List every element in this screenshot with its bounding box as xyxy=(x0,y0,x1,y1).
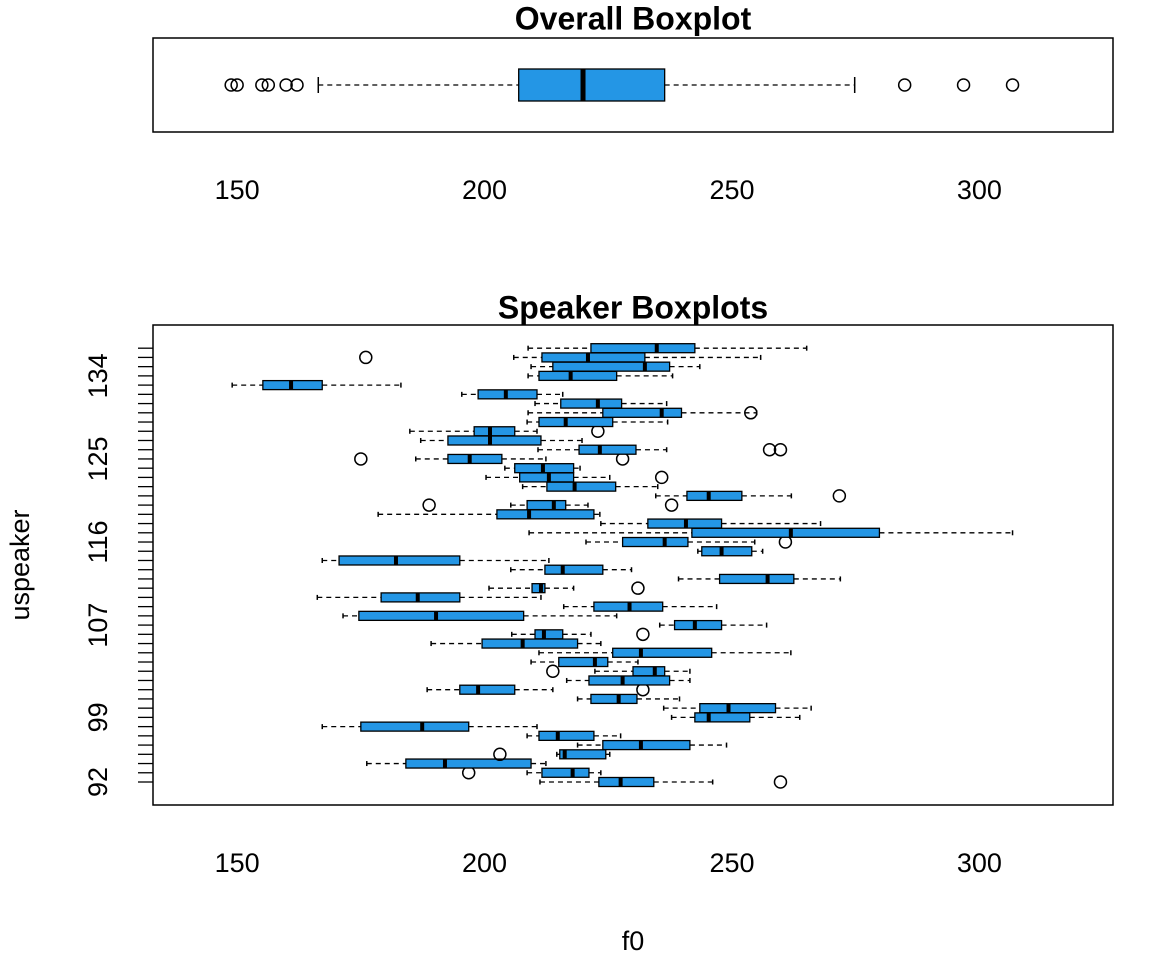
box xyxy=(541,352,646,363)
outlier xyxy=(290,78,304,92)
outlier xyxy=(354,452,368,466)
chart-title: Overall Boxplot xyxy=(515,0,752,36)
panel-frame xyxy=(152,37,1114,133)
box xyxy=(699,703,777,714)
outlier xyxy=(832,489,847,503)
y-axis-label: uspeaker xyxy=(5,509,35,620)
box xyxy=(718,573,795,585)
outlier xyxy=(224,78,238,92)
box xyxy=(519,472,575,483)
box xyxy=(621,536,689,548)
box xyxy=(360,721,470,732)
box xyxy=(538,730,595,741)
box xyxy=(538,416,614,428)
box xyxy=(694,712,751,723)
box xyxy=(632,666,666,677)
box xyxy=(602,739,691,751)
box xyxy=(686,490,743,502)
box xyxy=(496,509,595,520)
outlier xyxy=(773,775,788,789)
outlier xyxy=(744,406,758,420)
box xyxy=(588,675,671,686)
x-tick-label: 200 xyxy=(462,175,507,205)
x-axis-label: f0 xyxy=(622,926,645,956)
box xyxy=(358,610,525,622)
box xyxy=(531,583,546,594)
box xyxy=(701,546,753,557)
outlier xyxy=(956,78,971,92)
x-tick-label: 150 xyxy=(215,848,260,878)
outlier xyxy=(636,627,650,642)
outlier xyxy=(255,78,269,92)
box xyxy=(380,592,461,603)
box xyxy=(541,767,590,778)
outlier xyxy=(654,470,669,485)
outlier xyxy=(897,78,912,92)
y-tick-label: 134 xyxy=(83,353,113,398)
box xyxy=(534,629,564,640)
outlier xyxy=(493,747,507,762)
outlier xyxy=(359,350,373,365)
box xyxy=(459,684,516,695)
box xyxy=(578,444,637,455)
box xyxy=(447,435,542,446)
panel-frame xyxy=(152,324,1114,806)
box xyxy=(673,619,723,631)
y-tick-label: 107 xyxy=(83,603,113,648)
x-tick-label: 250 xyxy=(709,175,754,205)
x-tick-label: 300 xyxy=(957,848,1002,878)
outlier xyxy=(773,442,788,457)
outlier xyxy=(1005,78,1020,92)
box xyxy=(590,693,638,705)
y-tick-label: 116 xyxy=(83,520,113,563)
x-tick-label: 150 xyxy=(215,175,260,205)
box xyxy=(518,68,666,102)
box xyxy=(538,370,618,382)
outlier xyxy=(631,581,645,595)
outlier xyxy=(664,498,679,512)
box xyxy=(559,749,607,760)
outlier xyxy=(422,498,436,512)
chart-title: Speaker Boxplots xyxy=(498,289,768,325)
y-tick-label: 99 xyxy=(83,702,113,732)
outlier xyxy=(230,78,244,92)
box xyxy=(612,647,713,658)
outlier xyxy=(279,78,293,92)
box xyxy=(560,398,623,409)
box xyxy=(590,343,696,354)
outlier xyxy=(762,442,777,457)
outlier xyxy=(546,664,560,678)
box xyxy=(546,481,617,492)
x-tick-label: 200 xyxy=(462,848,507,878)
box xyxy=(526,499,567,511)
box xyxy=(552,361,671,372)
box xyxy=(473,426,516,437)
box xyxy=(558,656,609,668)
box xyxy=(691,527,881,538)
x-tick-label: 300 xyxy=(957,175,1002,205)
box xyxy=(544,564,604,575)
box xyxy=(481,638,579,649)
x-tick-label: 250 xyxy=(709,848,754,878)
box xyxy=(598,776,655,788)
box xyxy=(602,407,683,418)
y-tick-label: 125 xyxy=(83,436,113,481)
box xyxy=(405,758,532,769)
y-tick-label: 92 xyxy=(83,767,113,797)
box xyxy=(338,555,461,566)
outlier xyxy=(261,78,276,92)
box xyxy=(447,453,503,465)
